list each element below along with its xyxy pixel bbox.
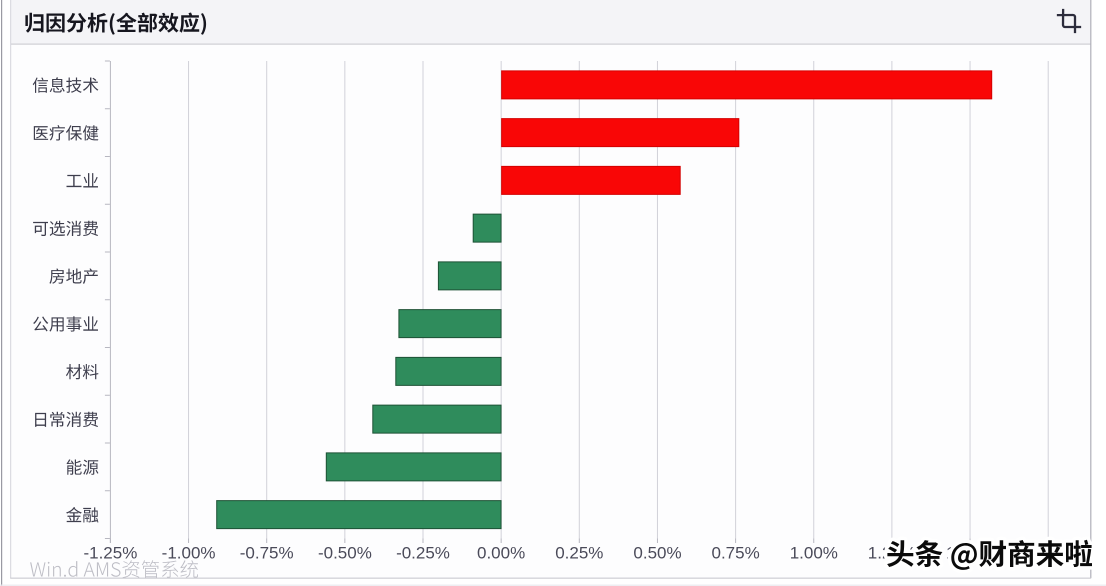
svg-text:-1.00%: -1.00%	[162, 544, 216, 563]
svg-text:-0.75%: -0.75%	[240, 544, 294, 563]
svg-text:0.75%: 0.75%	[711, 544, 759, 563]
svg-text:1.00%: 1.00%	[790, 544, 838, 563]
svg-text:-0.25%: -0.25%	[396, 544, 450, 563]
svg-text:-1.25%: -1.25%	[83, 544, 137, 563]
svg-text:0.25%: 0.25%	[555, 544, 603, 563]
svg-text:0.50%: 0.50%	[633, 544, 681, 563]
svg-text:-0.50%: -0.50%	[318, 544, 372, 563]
svg-text:0.00%: 0.00%	[477, 544, 525, 563]
